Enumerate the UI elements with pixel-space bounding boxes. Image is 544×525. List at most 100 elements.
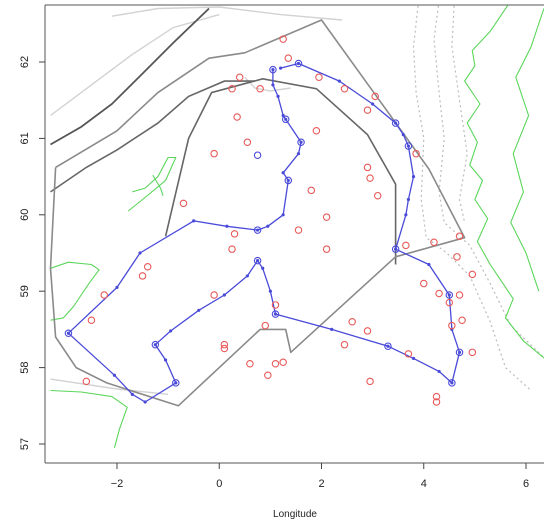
plot-frame — [44, 4, 544, 464]
trench-contour — [451, 5, 468, 223]
sample-station — [256, 84, 264, 93]
sample-station — [363, 163, 372, 172]
track-waypoint — [445, 291, 454, 299]
track-point — [268, 289, 272, 293]
track-point — [174, 381, 178, 385]
sample-station — [455, 232, 464, 240]
track-waypoint — [297, 138, 305, 146]
y-tick-label: 60 — [19, 209, 31, 221]
track-waypoint — [269, 65, 277, 74]
depth-contour — [50, 378, 169, 395]
x-axis-title: Longitude — [273, 509, 317, 520]
y-tick-label: 61 — [19, 132, 31, 144]
sample-station — [432, 398, 441, 406]
track-point — [404, 213, 408, 217]
shelf-edge — [50, 80, 255, 193]
track-point — [245, 274, 249, 278]
coastline — [50, 389, 128, 448]
sample-station — [453, 253, 461, 261]
track-waypoint — [271, 310, 280, 318]
track-waypoint — [172, 379, 180, 387]
sample-station — [228, 245, 236, 253]
track-point — [281, 171, 285, 175]
track-point — [153, 343, 157, 347]
sample-station — [373, 191, 382, 200]
x-tick-label: 6 — [523, 478, 529, 490]
track-waypoint — [253, 256, 262, 265]
track-point — [401, 132, 405, 137]
track-point — [299, 140, 303, 144]
sample-station — [82, 377, 91, 386]
sample-station — [340, 340, 349, 349]
sample-station — [138, 272, 147, 280]
track-point — [115, 285, 119, 289]
coastline — [152, 174, 164, 196]
y-tick-label: 59 — [19, 285, 31, 297]
track-waypoint — [384, 342, 392, 350]
coastline — [510, 8, 544, 292]
axes: −2 0 2 4 6 57 58 59 60 61 62 — [19, 56, 529, 490]
sample-station — [468, 348, 477, 357]
track-waypoint — [151, 340, 160, 349]
x-tick-label: 0 — [216, 478, 222, 490]
track-point — [286, 178, 290, 183]
track-waypoint — [448, 379, 456, 387]
sample-station — [235, 73, 244, 82]
sample-station — [294, 226, 303, 234]
sample-station — [100, 291, 108, 299]
sample-station — [243, 138, 252, 146]
sample-station — [179, 199, 188, 208]
track-point — [411, 356, 416, 361]
sample-station — [412, 149, 420, 158]
sample-station — [143, 263, 152, 271]
sample-station — [371, 92, 379, 101]
track-waypoint — [253, 151, 262, 159]
track-point — [281, 213, 285, 217]
sample-station — [261, 321, 270, 330]
sample-station — [279, 358, 287, 367]
inner-boundary — [164, 77, 397, 265]
track-point — [296, 152, 301, 156]
track-point — [406, 144, 411, 148]
coastline — [50, 261, 100, 321]
sample-station — [468, 270, 477, 279]
sample-station — [348, 318, 356, 326]
track-point — [163, 358, 168, 362]
track-point — [255, 259, 260, 263]
y-tick-label: 58 — [19, 361, 31, 373]
coastline — [464, 5, 544, 359]
track-point — [271, 68, 275, 72]
sample-station — [455, 291, 464, 299]
depth-contour — [111, 6, 343, 21]
coastline — [127, 156, 177, 212]
track-waypoint — [294, 59, 303, 68]
sample-station — [233, 113, 241, 121]
track-waypoint — [284, 176, 293, 185]
sample-station — [419, 279, 428, 288]
sample-station — [366, 377, 374, 386]
sample-station — [264, 371, 272, 379]
track-point — [266, 224, 270, 228]
track-point — [112, 373, 117, 377]
track-point — [371, 102, 375, 106]
track-waypoint — [455, 348, 464, 357]
track-point — [279, 66, 283, 70]
track-point — [406, 197, 411, 202]
sample-station — [210, 291, 218, 299]
track-point — [284, 117, 288, 121]
track-waypoint — [391, 245, 400, 253]
sample-station — [404, 350, 413, 358]
track-point — [447, 293, 451, 297]
sample-station — [210, 149, 218, 158]
sample-station — [279, 35, 287, 43]
sample-station — [445, 298, 454, 307]
sample-station — [284, 54, 293, 62]
sample-station — [448, 321, 456, 330]
track-waypoint — [404, 142, 413, 150]
depth-contour — [50, 13, 220, 117]
track-point — [457, 350, 462, 354]
sample-station — [87, 316, 96, 324]
sample-station — [363, 327, 372, 335]
sample-station — [312, 127, 321, 135]
